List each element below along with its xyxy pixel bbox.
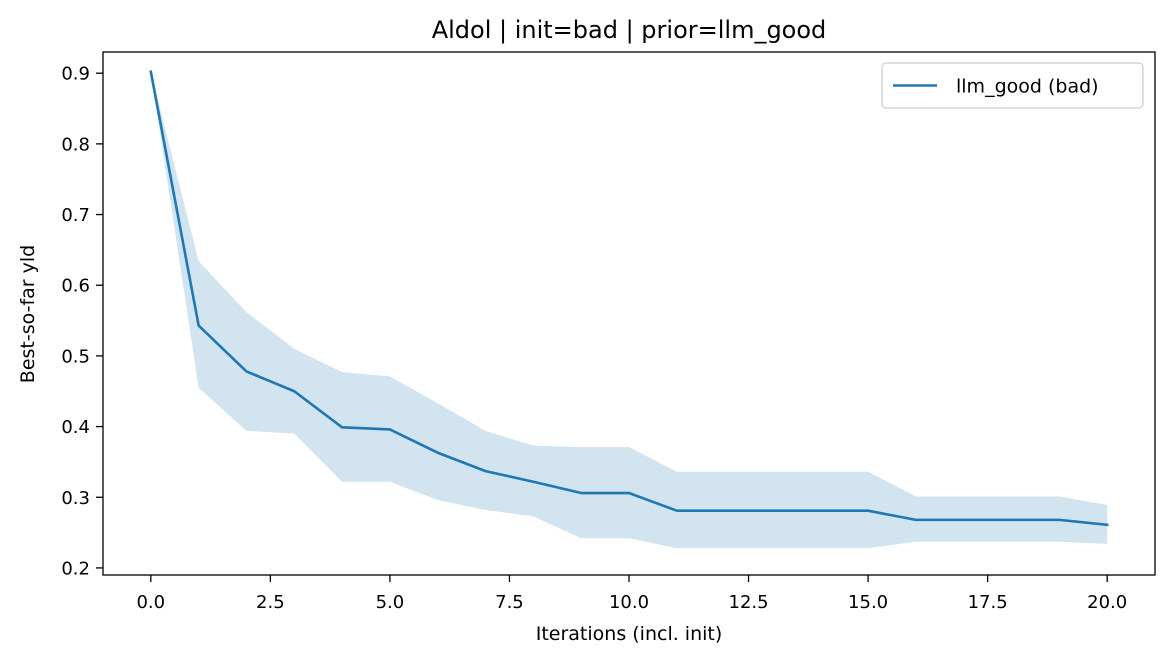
x-tick-label: 5.0 [376,592,405,613]
legend-box [881,62,1144,109]
y-tick-label: 0.7 [61,205,90,226]
y-tick-label: 0.9 [61,64,90,85]
y-tick-label: 0.8 [61,134,90,155]
y-axis-label: Best-so-far yld [17,245,39,383]
series-line-0 [149,70,1109,527]
y-tick-label: 0.4 [61,417,90,438]
y-tick-label: 0.6 [61,276,90,297]
y-tick-label: 0.5 [61,346,90,367]
legend-label: llm_good (bad) [956,76,1099,98]
x-tick-label: 15.0 [848,592,888,613]
y-tick-label: 0.2 [61,558,90,579]
x-tick-label: 0.0 [136,592,165,613]
legend: llm_good (bad) [881,62,1144,109]
y-tick-label: 0.3 [61,488,90,509]
x-tick-label: 20.0 [1087,592,1127,613]
x-tick-label: 2.5 [256,592,285,613]
plot-area: 0.0 2.5 5.0 7.5 10.0 12.5 15.0 17.5 20.0 0.2 0.3 0.… [61,51,1156,613]
x-tick-label: 12.5 [729,592,769,613]
x-tick-label: 10.0 [609,592,649,613]
chart-title: Aldol | init=bad | prior=llm_good [432,16,827,44]
x-tick-label: 7.5 [495,592,524,613]
x-axis-label: Iterations (incl. init) [536,623,723,645]
x-tick-label: 17.5 [968,592,1008,613]
